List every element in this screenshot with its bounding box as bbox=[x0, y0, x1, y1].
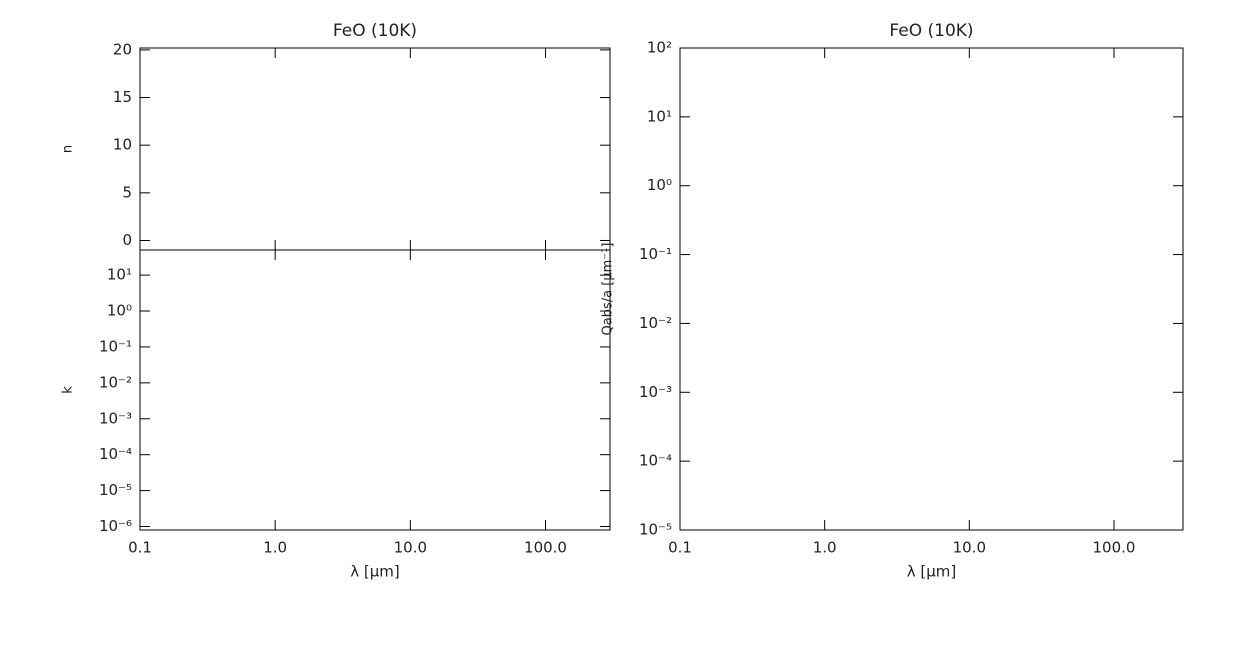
y-tick-label: 5 bbox=[122, 183, 132, 201]
x-tick-label: 10.0 bbox=[953, 539, 986, 557]
y-tick-label: 10⁻¹ bbox=[639, 245, 672, 263]
y-tick-label: 10⁻² bbox=[99, 373, 132, 391]
y-tick-label: 10⁻⁴ bbox=[639, 452, 672, 470]
chart-title: FeO (10K) bbox=[333, 21, 417, 41]
y-tick-label: 10⁻⁵ bbox=[639, 521, 672, 539]
y-tick-label: 0 bbox=[122, 231, 132, 249]
y-axis-label: k bbox=[61, 386, 76, 394]
y-tick-label: 10⁻⁴ bbox=[99, 445, 132, 463]
y-tick-label: 10⁻⁶ bbox=[99, 517, 132, 535]
y-tick-label: 10⁻³ bbox=[639, 383, 672, 401]
x-tick-label: 10.0 bbox=[394, 539, 427, 557]
y-tick-label: 10² bbox=[647, 39, 672, 57]
y-tick-label: 10⁻¹ bbox=[99, 337, 132, 355]
y-tick-label: 10 bbox=[113, 136, 132, 154]
y-axis-label: Qabs/a [μm⁻¹] bbox=[601, 243, 616, 336]
y-tick-label: 10¹ bbox=[107, 266, 132, 284]
x-tick-label: 100.0 bbox=[1093, 539, 1136, 557]
y-tick-label: 15 bbox=[113, 88, 132, 106]
plot-frame bbox=[139, 47, 611, 251]
y-tick-label: 10⁰ bbox=[647, 176, 672, 194]
x-tick-label: 100.0 bbox=[524, 539, 567, 557]
x-tick-label: 1.0 bbox=[263, 539, 287, 557]
y-tick-label: 10⁰ bbox=[107, 302, 132, 320]
y-tick-label: 10¹ bbox=[647, 107, 672, 125]
x-tick-label: 0.1 bbox=[668, 539, 692, 557]
x-axis-label: λ [μm] bbox=[350, 563, 400, 581]
y-tick-label: 10⁻² bbox=[639, 314, 672, 332]
y-tick-label: 20 bbox=[113, 40, 132, 58]
x-tick-label: 1.0 bbox=[813, 539, 837, 557]
x-axis-label: λ [μm] bbox=[907, 563, 957, 581]
plot-frame bbox=[139, 249, 611, 531]
x-tick-label: 0.1 bbox=[128, 539, 152, 557]
plot-frame bbox=[679, 47, 1184, 531]
y-tick-label: 10⁻³ bbox=[99, 409, 132, 427]
chart-title: FeO (10K) bbox=[889, 21, 973, 41]
y-tick-label: 10⁻⁵ bbox=[99, 481, 132, 499]
y-axis-label: n bbox=[61, 145, 76, 153]
